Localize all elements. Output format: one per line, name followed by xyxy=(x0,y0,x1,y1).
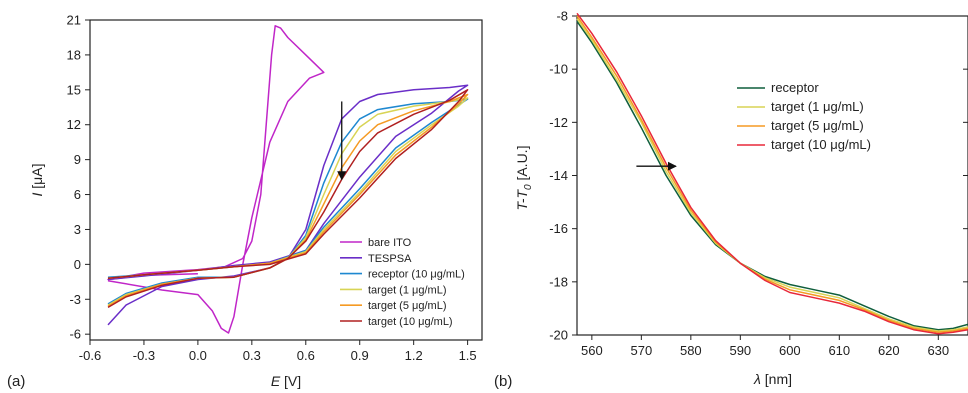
x-tick-label: 590 xyxy=(729,343,751,358)
chart-panel-a: -0.6 -0.3 0.0 0.3 0.6 0.9 1.2 1.5 -6 -3 0 3 6 9 12 15 18… xyxy=(7,13,483,390)
series-line-1 xyxy=(107,25,325,334)
y-axis-title-b: T-T0 [A.U.] xyxy=(514,146,534,211)
series-line-2 xyxy=(576,18,968,332)
series-line-4 xyxy=(576,12,968,335)
x-tick-label: 1.5 xyxy=(459,348,477,363)
y-tick-label: -3 xyxy=(69,292,81,307)
y-tick-label: -16 xyxy=(549,221,568,236)
legend-label: target (10 μg/mL) xyxy=(368,316,453,328)
y-tick-label: 18 xyxy=(67,47,81,62)
x-tick-label: 610 xyxy=(828,343,850,358)
x-tick-label: 0.3 xyxy=(243,348,261,363)
legend-label: TESPSA xyxy=(368,253,412,265)
x-tick-label: 620 xyxy=(878,343,900,358)
y-tick-label: -18 xyxy=(549,274,568,289)
plot-frame-a xyxy=(89,19,483,341)
y-tick-label: 15 xyxy=(67,82,81,97)
x-tick-label: 630 xyxy=(927,343,949,358)
legend-label: target (5 μg/mL) xyxy=(771,118,864,133)
y-tick-label: 12 xyxy=(67,117,81,132)
x-tick-label: 560 xyxy=(581,343,603,358)
x-axis-title-a: E [V] xyxy=(271,373,301,389)
x-tick-label: 580 xyxy=(680,343,702,358)
y-tick-label: -6 xyxy=(69,327,81,342)
y-tick-label: -12 xyxy=(549,115,568,130)
legend-label: target (5 μg/mL) xyxy=(368,300,446,312)
series-line-1 xyxy=(576,20,968,331)
y-tick-label: 0 xyxy=(74,257,81,272)
y-tick-label: 3 xyxy=(74,222,81,237)
x-tick-label: 0.0 xyxy=(189,348,207,363)
legend-label: target (1 μg/mL) xyxy=(368,284,446,296)
y-tick-label: -20 xyxy=(549,328,568,343)
legend-label: target (1 μg/mL) xyxy=(771,99,864,114)
x-axis-title-b: λ [nm] xyxy=(753,371,792,387)
y-tick-label: 6 xyxy=(74,187,81,202)
legend-label: receptor (10 μg/mL) xyxy=(368,269,465,281)
legend-label: bare ITO xyxy=(368,237,412,249)
x-tick-label: 0.6 xyxy=(297,348,315,363)
chart-panel-b: 560 570 580 590 600 610 620 630 -20 -18 -16 -14 -12 -… xyxy=(494,9,968,390)
y-tick-label: 9 xyxy=(74,152,81,167)
x-tick-label: 1.2 xyxy=(405,348,423,363)
y-tick-label: -8 xyxy=(556,9,568,24)
x-tick-label: 0.9 xyxy=(351,348,369,363)
series-line-2 xyxy=(107,84,469,326)
y-axis-title-a: I [μA] xyxy=(29,164,45,197)
x-tick-label: -0.6 xyxy=(79,348,101,363)
y-tick-label: -14 xyxy=(549,168,568,183)
series-line-3 xyxy=(576,15,968,334)
x-tick-label: 600 xyxy=(779,343,801,358)
panel-label-b: (b) xyxy=(494,373,512,390)
y-tick-label: -10 xyxy=(549,62,568,77)
x-tick-label: 570 xyxy=(630,343,652,358)
legend-label: target (10 μg/mL) xyxy=(771,137,871,152)
legend-label: receptor xyxy=(771,80,819,95)
series-line-6 xyxy=(107,89,469,309)
panel-label-a: (a) xyxy=(7,373,25,390)
x-tick-label: -0.3 xyxy=(133,348,155,363)
y-tick-label: 21 xyxy=(67,13,81,28)
plot-frame-b xyxy=(576,15,968,336)
